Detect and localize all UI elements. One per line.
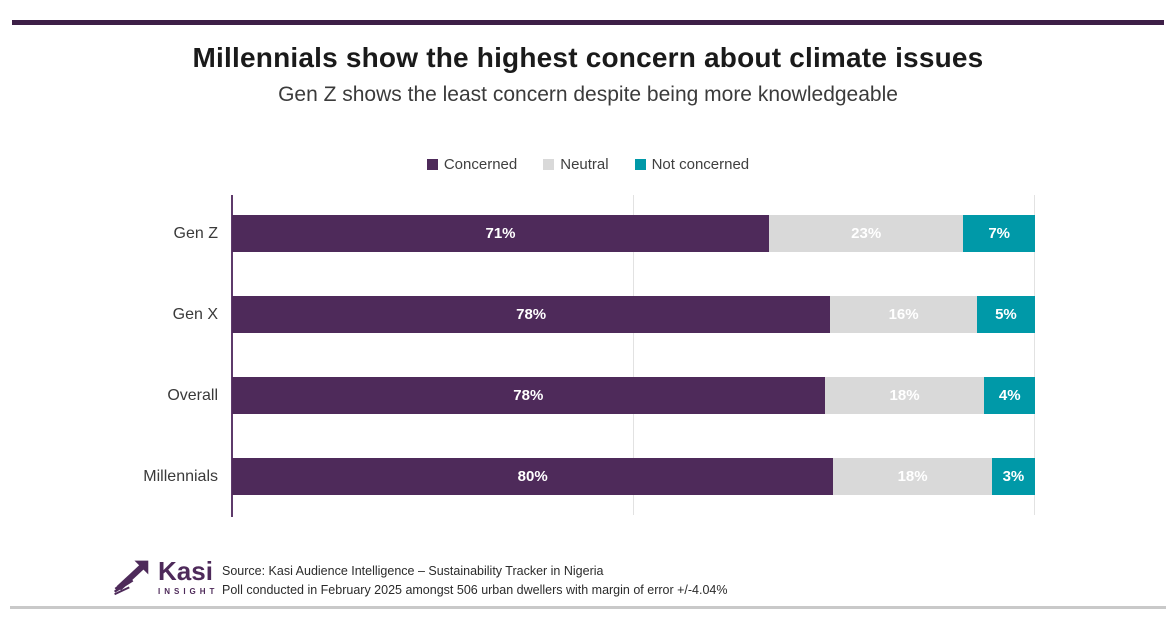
kasi-arrow-logo-icon — [113, 560, 149, 596]
bar-value-label: 23% — [851, 225, 882, 242]
bottom-rule — [10, 606, 1166, 609]
bar-segment-concerned: 78% — [232, 296, 831, 333]
bar-row-overall: Overall 78% 18% 4% — [167, 377, 1035, 414]
y-axis-line — [231, 195, 233, 517]
bar-value-label: 18% — [889, 387, 920, 404]
bar-segment-concerned: 71% — [232, 215, 770, 252]
bar-segment-neutral: 23% — [769, 215, 964, 252]
bar-value-label: 7% — [988, 225, 1010, 242]
category-label-millennials: Millennials — [143, 468, 218, 485]
legend-swatch-concerned — [426, 159, 438, 170]
bar-segment-not-concerned: 3% — [991, 458, 1035, 495]
logo-sub-brand: INSIGHT — [158, 587, 219, 596]
stacked-bar-gen-z: 71% 23% 7% — [232, 215, 1035, 252]
page-title: Millennials show the highest concern abo… — [192, 42, 984, 73]
stacked-bar-gen-x: 78% 16% 5% — [232, 296, 1035, 333]
top-accent-rule — [12, 20, 1164, 25]
source-line-1: Source: Kasi Audience Intelligence – Sus… — [222, 564, 604, 578]
legend-item-concerned: Concerned — [426, 156, 518, 173]
bar-segment-neutral: 18% — [824, 377, 985, 414]
stacked-bar-chart: Gen Z 71% 23% 7% Gen X 78% 16% 5% Overall 78% 18% 4… — [143, 195, 1035, 517]
stacked-bar-millennials: 80% 18% 3% — [232, 458, 1035, 495]
bar-value-label: 3% — [1002, 468, 1025, 485]
bar-value-label: 5% — [995, 306, 1017, 323]
bar-value-label: 16% — [888, 306, 919, 323]
bar-segment-neutral: 16% — [830, 296, 977, 333]
legend-label: Neutral — [560, 156, 609, 173]
bar-value-label: 4% — [998, 387, 1021, 404]
bar-value-label: 80% — [517, 468, 548, 485]
bar-segment-neutral: 18% — [833, 458, 992, 495]
legend-swatch-neutral — [543, 159, 555, 170]
category-label-gen-x: Gen X — [172, 306, 218, 323]
page-subtitle: Gen Z shows the least concern despite be… — [278, 83, 898, 106]
bar-segment-not-concerned: 4% — [984, 377, 1035, 414]
legend-swatch-not-concerned — [634, 159, 646, 170]
bar-segment-not-concerned: 7% — [963, 215, 1035, 252]
gridline-50pct — [633, 195, 634, 515]
source-line-2: Poll conducted in February 2025 amongst … — [222, 583, 728, 598]
bar-value-label: 18% — [897, 468, 928, 485]
logo-brand: Kasi — [158, 556, 213, 586]
bar-value-label: 71% — [485, 225, 516, 242]
bar-row-gen-z: Gen Z 71% 23% 7% — [174, 215, 1035, 252]
legend-item-not-concerned: Not concerned — [634, 156, 750, 173]
category-label-gen-z: Gen Z — [173, 225, 218, 242]
bar-row-gen-x: Gen X 78% 16% 5% — [173, 296, 1035, 333]
legend-label: Not concerned — [651, 156, 750, 173]
bar-value-label: 78% — [516, 306, 547, 323]
bar-value-label: 78% — [513, 387, 544, 404]
legend-item-neutral: Neutral — [543, 156, 609, 173]
bar-segment-concerned: 80% — [232, 458, 834, 495]
source-note: Source: Kasi Audience Intelligence – Sus… — [222, 562, 727, 601]
chart-legend: Concerned Neutral Not concerned — [0, 156, 1176, 173]
bar-segment-concerned: 78% — [232, 377, 825, 414]
logo-text: Kasi INSIGHT — [158, 558, 218, 596]
gridline-100pct — [1034, 195, 1035, 515]
chart-header: Millennials show the highest concern abo… — [0, 42, 1176, 107]
legend-label: Concerned — [443, 156, 518, 173]
bar-row-millennials: Millennials 80% 18% 3% — [143, 458, 1035, 495]
bar-segment-not-concerned: 5% — [976, 296, 1035, 333]
category-label-overall: Overall — [167, 387, 218, 404]
stacked-bar-overall: 78% 18% 4% — [232, 377, 1035, 414]
kasi-insight-logo: Kasi INSIGHT — [112, 558, 218, 596]
